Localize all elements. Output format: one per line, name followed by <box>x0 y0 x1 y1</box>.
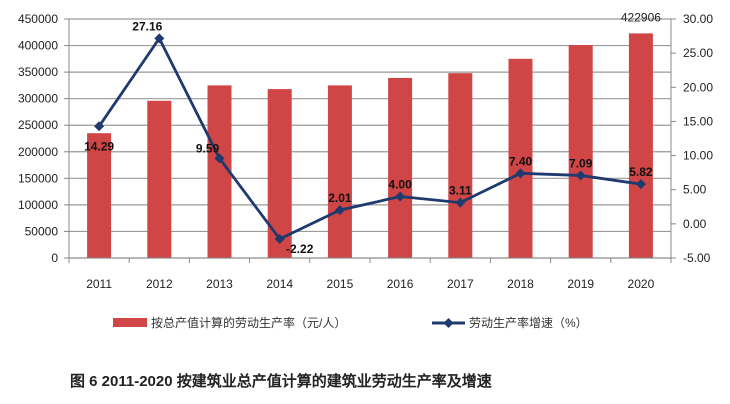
growth-point-2017 <box>455 197 466 208</box>
line-data-label: 7.09 <box>569 156 593 170</box>
line-data-label: 3.11 <box>449 184 472 198</box>
right-axis-tick-label: 20.00 <box>683 80 713 94</box>
growth-point-2011 <box>94 121 105 132</box>
legend-bar-swatch <box>113 318 147 327</box>
growth-point-2013 <box>214 153 225 164</box>
line-data-label: 2.01 <box>328 191 352 205</box>
bar-2018 <box>508 58 533 259</box>
right-axis-tick-label: 10.00 <box>683 149 713 163</box>
growth-point-2019 <box>575 170 586 181</box>
bar-2015 <box>327 85 352 258</box>
x-axis-tick-label: 2011 <box>86 277 112 291</box>
right-axis-tick-label: 25.00 <box>683 46 713 60</box>
left-axis-tick-label: 400000 <box>18 39 58 53</box>
growth-line-path <box>97 35 642 241</box>
growth-point-2020 <box>635 179 646 190</box>
left-axis-tick-label: 50000 <box>25 224 59 238</box>
growth-point-2014 <box>274 234 285 245</box>
bar-2020 <box>628 33 653 258</box>
line-data-label: 5.82 <box>629 165 653 179</box>
x-axis-tick-label: 2012 <box>146 277 173 291</box>
bar-2019 <box>568 45 593 258</box>
right-axis-tick-label: 0.00 <box>683 217 707 231</box>
line-data-label: 4.00 <box>388 178 412 192</box>
left-axis-tick-label: 450000 <box>18 12 58 26</box>
bar-data-label: 422906 <box>621 10 661 24</box>
axes: 0 50000 100000 150000 200000 250000 300000 3500… <box>18 12 713 291</box>
bar-2016 <box>388 77 413 258</box>
x-axis-tick-label: 2013 <box>206 277 233 291</box>
legend-bar-label: 按总产值计算的劳动生产率（元/人） <box>151 315 346 330</box>
line-data-label: 14.29 <box>84 139 114 153</box>
right-axis-tick-label: 5.00 <box>683 183 707 197</box>
line-data-label: 27.16 <box>132 19 162 33</box>
right-axis-tick-label: 30.00 <box>683 12 713 26</box>
x-axis-tick-label: 2014 <box>266 277 293 291</box>
bars <box>87 33 653 259</box>
left-axis-tick-label: 250000 <box>18 118 58 132</box>
left-axis-tick-label: 150000 <box>18 171 58 185</box>
x-axis-tick-label: 2017 <box>447 277 474 291</box>
legend-line-label: 劳动生产率增速（%） <box>469 315 588 330</box>
left-axis-tick-label: 350000 <box>18 65 58 79</box>
legend-line-marker <box>443 318 454 328</box>
bar-2012 <box>147 100 172 259</box>
bar-2011 <box>87 133 112 258</box>
growth-point-2016 <box>395 191 406 202</box>
line-data-label: 9.59 <box>196 141 220 155</box>
bar-2017 <box>448 73 473 258</box>
growth-line <box>94 33 646 245</box>
left-axis-tick-label: 100000 <box>18 198 58 212</box>
right-axis-tick-label: 15.00 <box>683 114 713 128</box>
x-axis-tick-label: 2020 <box>628 277 655 291</box>
x-axis-tick-label: 2015 <box>327 277 354 291</box>
line-data-label: -2.22 <box>286 242 314 256</box>
left-axis-tick-label: 0 <box>51 251 58 265</box>
growth-point-2012 <box>154 33 165 44</box>
right-axis-tick-label: -5.00 <box>683 251 711 265</box>
x-axis-tick-label: 2019 <box>567 277 594 291</box>
growth-point-2015 <box>334 205 345 216</box>
left-axis-tick-label: 300000 <box>18 92 58 106</box>
x-axis-tick-label: 2018 <box>507 277 534 291</box>
growth-point-2018 <box>515 168 526 179</box>
legend: 按总产值计算的劳动生产率（元/人） 劳动生产率增速（%） <box>113 315 588 330</box>
line-data-label: 7.40 <box>509 154 533 168</box>
figure-caption: 图 6 2011-2020 按建筑业总产值计算的建筑业劳动生产率及增速 <box>70 372 492 390</box>
x-axis-tick-label: 2016 <box>387 277 414 291</box>
bar-2013 <box>207 85 232 258</box>
bar-2014 <box>267 89 292 259</box>
left-axis-tick-label: 200000 <box>18 145 58 159</box>
data-labels: 422906 14.29 27.16 9.59 -2.22 2.01 4.00 3.11 7.4… <box>84 10 661 256</box>
